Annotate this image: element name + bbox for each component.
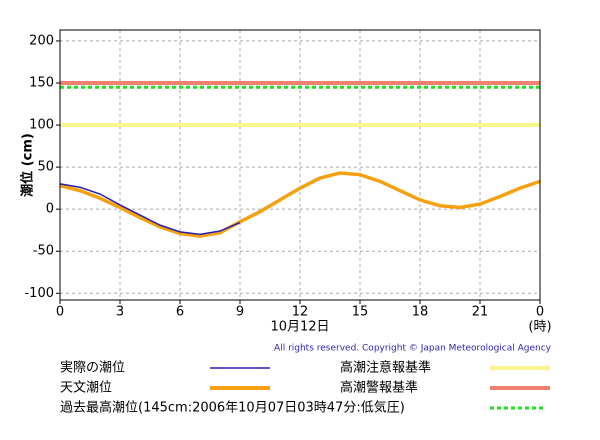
y-tick-label: 0 bbox=[46, 202, 54, 217]
legend-label: 高潮警報基準 bbox=[340, 380, 418, 396]
legend-label: 天文潮位 bbox=[60, 381, 112, 396]
series-line bbox=[59, 183, 241, 236]
copyright: All rights reserved. Copyright © Japan M… bbox=[274, 344, 552, 354]
series-line bbox=[59, 171, 541, 238]
x-tick-label: 6 bbox=[176, 305, 184, 320]
x-tick-label: 0 bbox=[56, 305, 64, 320]
legend-label: 実際の潮位 bbox=[60, 360, 125, 376]
plot-frame bbox=[59, 29, 541, 301]
x-tick-label: 21 bbox=[472, 305, 489, 320]
y-tick-label: 200 bbox=[29, 33, 54, 48]
x-tick-label: 0 bbox=[536, 305, 544, 320]
date-label: 10月12日 bbox=[270, 320, 329, 335]
legend-label: 過去最高潮位(145cm:2006年10月07日03時47分:低気圧) bbox=[60, 400, 405, 416]
y-tick-label: -50 bbox=[33, 244, 54, 259]
y-tick-label: 50 bbox=[37, 160, 54, 175]
y-tick-label: -100 bbox=[24, 286, 54, 301]
y-axis-label: 潮位 (cm) bbox=[20, 133, 36, 197]
y-tick-label: 150 bbox=[29, 75, 54, 90]
legend-label: 高潮注意報基準 bbox=[340, 360, 431, 376]
x-tick-label: 9 bbox=[236, 305, 244, 320]
x-axis-label: (時) bbox=[528, 320, 551, 335]
x-tick-label: 12 bbox=[292, 305, 309, 320]
x-tick-label: 18 bbox=[412, 305, 429, 320]
y-tick-label: 100 bbox=[29, 118, 54, 133]
x-tick-label: 15 bbox=[352, 305, 369, 320]
x-tick-label: 3 bbox=[116, 305, 124, 320]
